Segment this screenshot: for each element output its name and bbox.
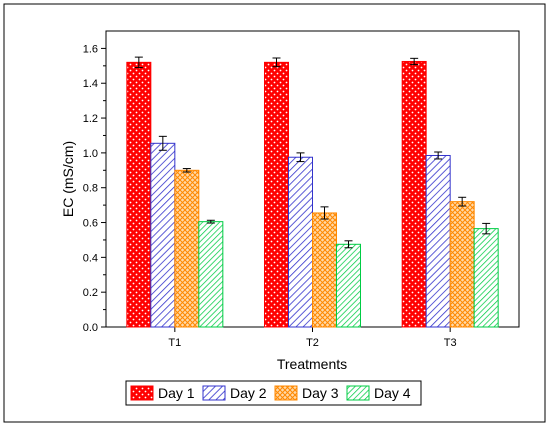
x-tick-label: T2 xyxy=(306,337,319,349)
x-axis-title: Treatments xyxy=(277,356,347,372)
y-axis-title: EC (mS/cm) xyxy=(60,141,76,217)
bar-day-2-t2 xyxy=(288,156,313,328)
y-tick-label: 1.2 xyxy=(83,113,98,125)
y-tick-label: 0.8 xyxy=(83,183,98,195)
outer-frame xyxy=(3,3,546,423)
bar-day-2-t3 xyxy=(425,154,451,328)
legend-swatch-day-3 xyxy=(274,385,298,401)
bar-day-3-t2 xyxy=(312,212,337,328)
y-tick-label: 0.4 xyxy=(83,252,98,264)
y-tick-label: 1.4 xyxy=(83,78,98,90)
legend-frame xyxy=(125,380,422,406)
legend-swatch-day-2 xyxy=(202,385,226,401)
x-tick-label: T3 xyxy=(444,337,457,349)
y-tick-label: 0.2 xyxy=(83,287,98,299)
legend-swatch-day-4 xyxy=(346,385,370,401)
bar-day-3-t3 xyxy=(449,201,475,328)
y-axis: 0.0 0.2 0.4 0.6 0.8 1.0 1.2 1.4 1.6 xyxy=(83,43,106,334)
bar-day-4-t1 xyxy=(198,221,224,328)
y-tick-label: 0.0 xyxy=(83,322,98,334)
bar-day-1-t1 xyxy=(126,61,152,328)
y-tick-label: 1.0 xyxy=(83,148,98,160)
bar-day-1-t3 xyxy=(401,60,427,328)
bar-day-1-t2 xyxy=(264,61,289,328)
y-tick-label: 0.6 xyxy=(83,218,98,230)
bar-day-4-t2 xyxy=(336,243,361,328)
legend-swatch-day-1 xyxy=(130,385,154,401)
legend-label-day-3: Day 3 xyxy=(302,385,339,401)
legend-label-day-4: Day 4 xyxy=(374,385,411,401)
bar-day-2-t1 xyxy=(150,142,176,328)
legend-label-day-1: Day 1 xyxy=(158,385,195,401)
bar-series-group xyxy=(126,56,499,328)
x-axis: T1 T2 T3 xyxy=(168,327,457,349)
y-tick-label: 1.6 xyxy=(83,43,98,55)
legend: Day 1 Day 2 Day 3 Day 4 xyxy=(125,380,422,406)
x-tick-label: T1 xyxy=(168,337,181,349)
bar-day-3-t1 xyxy=(174,169,200,328)
legend-label-day-2: Day 2 xyxy=(230,385,267,401)
bar-day-4-t3 xyxy=(473,228,499,328)
